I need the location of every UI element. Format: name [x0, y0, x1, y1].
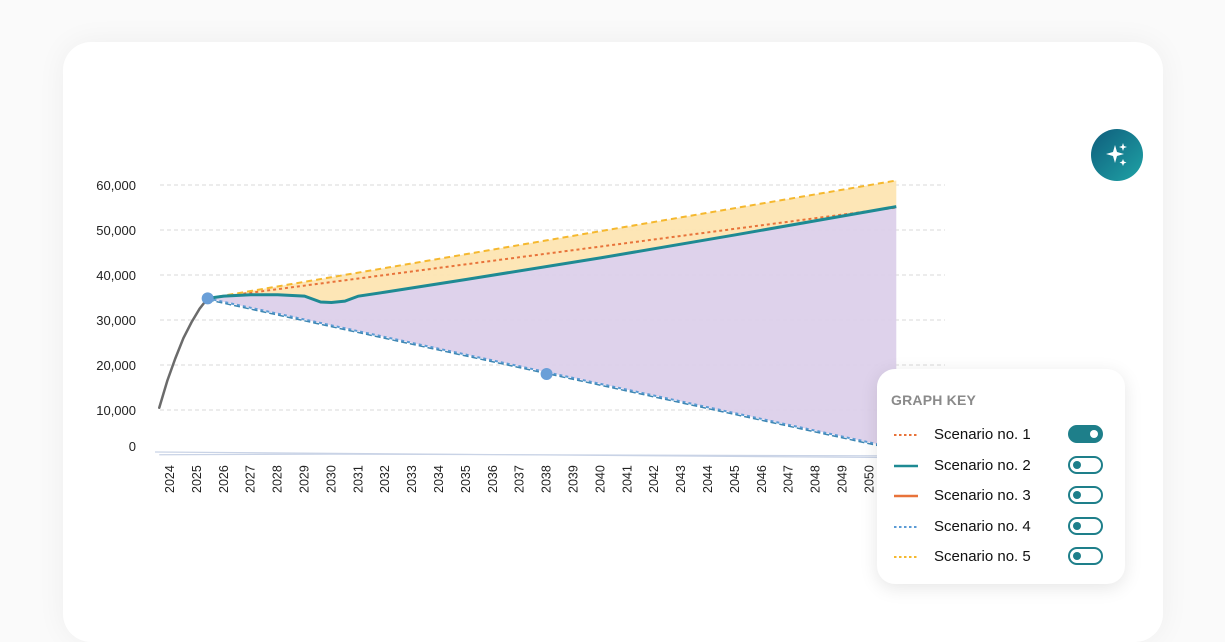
baseline-wave: [159, 453, 897, 457]
y-tick-label: 50,000: [96, 223, 136, 238]
legend-item-scenario-3: Scenario no. 3: [877, 483, 1125, 509]
x-tick-label: 2028: [271, 465, 285, 493]
data-point-marker: [201, 292, 214, 305]
legend-item-scenario-5: Scenario no. 5: [877, 544, 1125, 570]
legend-item-scenario-2: Scenario no. 2: [877, 453, 1125, 479]
x-tick-label: 2033: [405, 465, 419, 493]
scenario-1-line: [207, 206, 897, 300]
x-tick-label: 2049: [836, 465, 850, 493]
scenario-3-toggle[interactable]: [1068, 486, 1103, 504]
x-tick-label: 2036: [486, 465, 500, 493]
x-tick-label: 2044: [701, 465, 715, 493]
toggle-knob: [1073, 552, 1081, 560]
x-tick-label: 2029: [298, 465, 312, 493]
scenario-1-toggle[interactable]: [1068, 425, 1103, 443]
y-tick-label: 40,000: [96, 268, 136, 283]
toggle-knob: [1090, 430, 1098, 438]
x-tick-label: 2032: [378, 465, 392, 493]
legend-label: Scenario no. 4: [934, 517, 1031, 535]
x-tick-label: 2024: [163, 465, 177, 493]
legend-label: Scenario no. 2: [934, 456, 1031, 474]
toggle-knob: [1073, 521, 1081, 530]
scenario-4-toggle[interactable]: [1068, 516, 1103, 535]
scenario-chart: 0 10,000 20,000 30,000 40,000 50,000 60,000 202…: [96, 178, 946, 493]
legend-label: Scenario no. 3: [934, 487, 1031, 504]
toggle-knob: [1073, 491, 1081, 499]
x-tick-label: 2037: [513, 465, 527, 493]
x-tick-label: 2027: [244, 465, 258, 493]
x-tick-label: 2041: [620, 465, 634, 493]
x-tick-label: 2045: [728, 465, 742, 493]
scenario-5-line: [207, 179, 897, 300]
x-tick-label: 2039: [567, 465, 581, 493]
legend-item-scenario-1: Scenario no. 1: [877, 422, 1125, 448]
y-tick-label: 20,000: [96, 358, 136, 373]
scenario-2-toggle[interactable]: [1068, 455, 1103, 474]
x-tick-label: 2034: [432, 465, 446, 493]
scenario-5-toggle[interactable]: [1068, 547, 1103, 565]
legend-swatch: [894, 556, 918, 558]
scenario-2-line: [207, 205, 897, 304]
y-tick-label: 60,000: [96, 178, 136, 193]
x-tick-label: 2038: [540, 465, 554, 493]
legend-swatch: [894, 434, 918, 436]
y-tick-label: 0: [129, 439, 136, 454]
legend-swatch: [894, 494, 918, 498]
lower-range-area: [207, 206, 897, 449]
x-tick-label: 2026: [217, 465, 231, 493]
graph-key-title: GRAPH KEY: [891, 392, 977, 408]
legend-label: Scenario no. 1: [934, 426, 1031, 443]
x-tick-label: 2031: [351, 465, 365, 493]
x-tick-label: 2035: [459, 465, 473, 493]
y-tick-label: 10,000: [96, 403, 136, 418]
legend-swatch: [894, 525, 918, 528]
x-tick-label: 2050: [862, 465, 876, 493]
graph-key: GRAPH KEY Scenario no. 1 Scenario no. 2 Sc…: [877, 369, 1125, 584]
sparkles-icon: [1106, 143, 1127, 166]
x-tick-label: 2046: [755, 465, 769, 493]
x-tick-label: 2042: [647, 465, 661, 493]
data-point-marker: [540, 368, 553, 380]
legend-swatch: [894, 464, 918, 467]
toggle-knob: [1073, 460, 1081, 469]
y-tick-label: 30,000: [96, 313, 136, 328]
legend-item-scenario-4: Scenario no. 4: [877, 514, 1125, 540]
x-tick-label: 2048: [809, 465, 823, 493]
ai-assist-button[interactable]: [1091, 129, 1143, 181]
x-tick-label: 2030: [324, 465, 338, 493]
x-tick-label: 2043: [674, 465, 688, 493]
legend-label: Scenario no. 5: [934, 548, 1031, 565]
history-line: [157, 297, 209, 409]
x-tick-label: 2040: [593, 465, 607, 493]
x-tick-label: 2047: [782, 465, 796, 493]
x-tick-label: 2025: [190, 465, 204, 493]
